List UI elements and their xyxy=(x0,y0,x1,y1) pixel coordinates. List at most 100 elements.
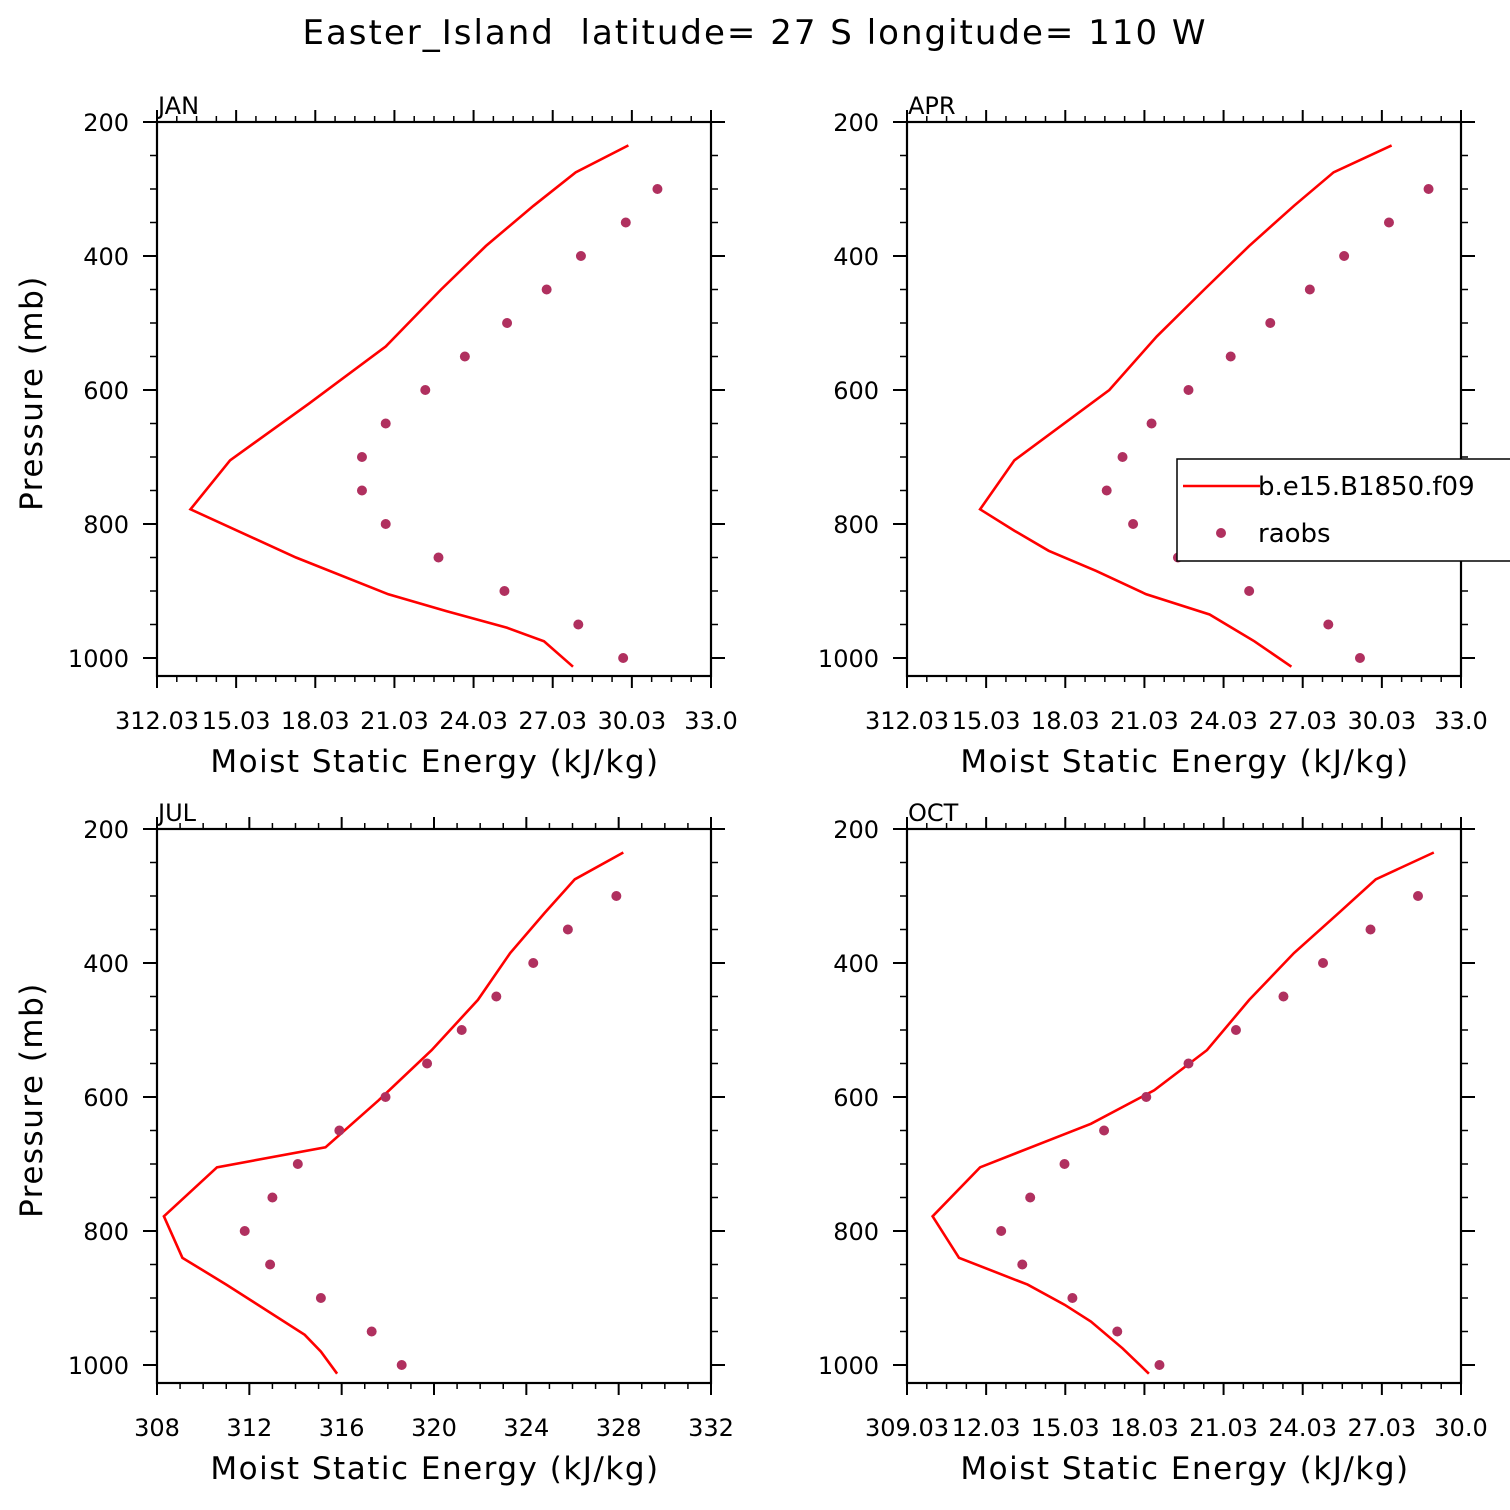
obs-point xyxy=(652,184,663,194)
legend-obs-label: raobs xyxy=(1258,519,1331,549)
obs-point xyxy=(1323,619,1334,630)
obs-point xyxy=(356,452,367,462)
panel-oct: OCT 200 400 600 800 1000 309.03 12.03 15.03 18.03… xyxy=(818,799,1488,1487)
panel-apr: APR 200 400 600 800 1000 312.03 15.03 18.03 21.03… xyxy=(818,92,1488,780)
plot-frame xyxy=(905,827,1463,1385)
obs-point xyxy=(996,1226,1007,1236)
legend-box xyxy=(1176,458,1510,562)
x-tick-label: 320 xyxy=(411,1414,457,1442)
obs-point xyxy=(315,1293,326,1303)
legend: b.e15.B1850.f09 raobs xyxy=(1176,458,1510,562)
y-tick-label: 800 xyxy=(83,1218,129,1246)
y-tick-label: 200 xyxy=(833,816,879,844)
obs-point xyxy=(366,1326,377,1337)
y-tick-label: 600 xyxy=(83,377,129,405)
obs-point xyxy=(541,284,552,295)
obs-point xyxy=(1112,1326,1123,1337)
x-axis-label: Moist Static Energy (kJ/kg) xyxy=(960,1451,1409,1487)
model-series-line xyxy=(978,144,1393,668)
obs-point xyxy=(1128,519,1139,529)
obs-point xyxy=(1304,284,1315,295)
obs-point xyxy=(1225,351,1236,362)
x-tick-label: 33.0 xyxy=(1434,707,1487,735)
obs-point xyxy=(491,991,502,1002)
plot-frame xyxy=(905,120,1463,678)
y-tick-label: 600 xyxy=(833,1084,879,1112)
obs-point xyxy=(456,1025,467,1035)
obs-point xyxy=(1423,184,1434,194)
panel-jul: JUL 200 400 600 800 1000 308 312 316 320 324 328 332… xyxy=(14,799,734,1487)
obs-point xyxy=(528,958,539,968)
y-tick-label: 400 xyxy=(83,243,129,271)
obs-point xyxy=(1365,924,1376,935)
obs-point xyxy=(1412,891,1423,901)
obs-point xyxy=(1318,958,1329,968)
x-tick-label: 312 xyxy=(226,1414,272,1442)
obs-point xyxy=(1230,1025,1241,1035)
obs-point xyxy=(562,924,573,935)
obs-point xyxy=(1244,586,1255,596)
obs-point xyxy=(1339,251,1350,261)
y-tick-label: 400 xyxy=(833,950,879,978)
x-tick-label: 30.03 xyxy=(597,707,666,735)
plot-frame xyxy=(155,120,713,678)
obs-point xyxy=(575,251,586,261)
obs-point xyxy=(422,1058,433,1069)
obs-point xyxy=(380,418,391,429)
obs-point xyxy=(265,1259,276,1270)
y-axis-label: Pressure (mb) xyxy=(14,275,50,511)
x-tick-label: 15.03 xyxy=(952,707,1021,735)
y-tick-label: 600 xyxy=(83,1084,129,1112)
x-tick-label: 308 xyxy=(134,1414,180,1442)
obs-point xyxy=(1067,1293,1078,1303)
obs-point xyxy=(1101,485,1112,496)
y-tick-label: 1000 xyxy=(818,1352,879,1380)
obs-point xyxy=(1141,1092,1152,1102)
y-tick-label: 800 xyxy=(83,511,129,539)
x-tick-label: 27.03 xyxy=(518,707,587,735)
panel-label: OCT xyxy=(908,799,959,827)
y-tick-label: 600 xyxy=(833,377,879,405)
y-tick-label: 1000 xyxy=(68,645,129,673)
x-tick-label: 18.03 xyxy=(1110,1414,1179,1442)
obs-point xyxy=(1017,1259,1028,1270)
model-series-line xyxy=(188,144,629,668)
obs-point xyxy=(1117,452,1128,462)
obs-point xyxy=(356,485,367,496)
obs-point xyxy=(267,1192,278,1203)
obs-point xyxy=(1183,385,1194,395)
x-tick-label: 316 xyxy=(319,1414,365,1442)
y-tick-label: 400 xyxy=(833,243,879,271)
x-tick-label: 332 xyxy=(688,1414,734,1442)
obs-point xyxy=(433,552,444,563)
x-tick-label: 21.03 xyxy=(360,707,429,735)
x-tick-label: 15.03 xyxy=(202,707,271,735)
obs-point xyxy=(292,1159,303,1169)
x-tick-label: 328 xyxy=(596,1414,642,1442)
obs-point xyxy=(420,385,431,395)
x-tick-label: 324 xyxy=(503,1414,549,1442)
obs-point xyxy=(1154,1360,1165,1370)
y-tick-label: 400 xyxy=(83,950,129,978)
x-tick-label: 30.03 xyxy=(1347,707,1416,735)
obs-point xyxy=(1354,653,1365,663)
x-tick-label: 33.0 xyxy=(684,707,737,735)
x-axis-label: Moist Static Energy (kJ/kg) xyxy=(210,1451,659,1487)
y-tick-label: 1000 xyxy=(818,645,879,673)
x-axis-label: Moist Static Energy (kJ/kg) xyxy=(210,744,659,780)
x-tick-label: 18.03 xyxy=(1031,707,1100,735)
x-tick-label: 312.03 xyxy=(865,707,949,735)
obs-point xyxy=(1278,991,1289,1002)
obs-point xyxy=(620,217,631,228)
obs-point xyxy=(396,1360,407,1370)
obs-point xyxy=(573,619,584,630)
x-tick-label: 24.03 xyxy=(439,707,508,735)
obs-point xyxy=(239,1226,250,1236)
panel-jan: JAN 200 400 600 800 1000 312.03 15.03 18.03 21.03… xyxy=(14,92,738,780)
x-tick-label: 27.03 xyxy=(1268,707,1337,735)
legend-obs-marker xyxy=(1216,528,1226,538)
x-tick-label: 21.03 xyxy=(1110,707,1179,735)
y-tick-label: 200 xyxy=(83,109,129,137)
